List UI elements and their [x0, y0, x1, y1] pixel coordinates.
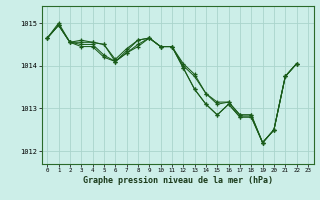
- X-axis label: Graphe pression niveau de la mer (hPa): Graphe pression niveau de la mer (hPa): [83, 176, 273, 185]
